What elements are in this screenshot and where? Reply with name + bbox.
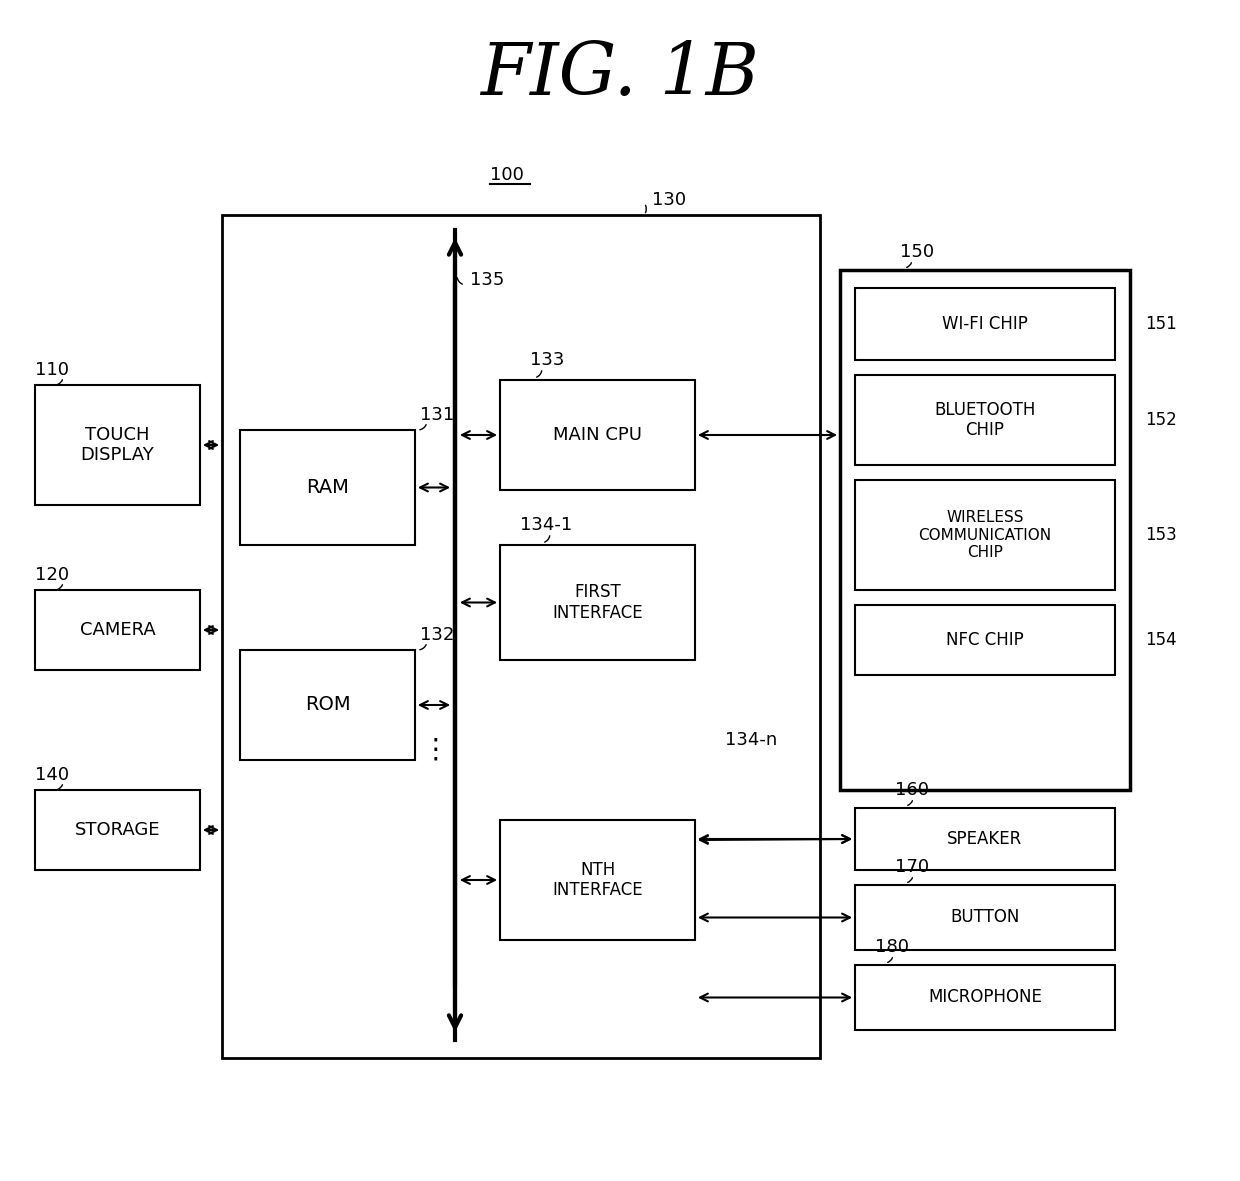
Text: SPEAKER: SPEAKER — [947, 830, 1023, 848]
Text: RAM: RAM — [306, 478, 348, 497]
Text: 134-n: 134-n — [725, 731, 777, 749]
Text: FIRST
INTERFACE: FIRST INTERFACE — [552, 583, 642, 622]
Bar — [35, 790, 200, 870]
Text: 153: 153 — [1145, 526, 1177, 544]
Text: TOUCH
DISPLAY: TOUCH DISPLAY — [81, 425, 154, 464]
Text: CAMERA: CAMERA — [79, 621, 155, 639]
Text: 160: 160 — [895, 781, 929, 800]
Text: 132: 132 — [420, 626, 454, 644]
Text: 154: 154 — [1145, 631, 1177, 650]
Text: MICROPHONE: MICROPHONE — [928, 988, 1042, 1006]
Text: 150: 150 — [900, 243, 934, 261]
Bar — [241, 650, 415, 761]
Bar — [35, 385, 200, 505]
Text: 100: 100 — [490, 167, 523, 184]
Bar — [222, 215, 820, 1058]
Bar — [856, 479, 1115, 590]
Text: 120: 120 — [35, 566, 69, 583]
Text: 134-1: 134-1 — [520, 516, 572, 534]
Text: 110: 110 — [35, 361, 69, 379]
Text: 180: 180 — [875, 938, 909, 955]
Text: FIG. 1B: FIG. 1B — [481, 40, 759, 110]
Bar — [856, 885, 1115, 950]
Text: NTH
INTERFACE: NTH INTERFACE — [552, 861, 642, 900]
Text: MAIN CPU: MAIN CPU — [553, 426, 642, 444]
Text: WIRELESS
COMMUNICATION
CHIP: WIRELESS COMMUNICATION CHIP — [919, 510, 1052, 560]
Bar — [241, 430, 415, 544]
Bar — [35, 590, 200, 670]
Text: 170: 170 — [895, 859, 929, 876]
Bar — [500, 820, 694, 940]
Bar — [856, 376, 1115, 465]
Text: NFC CHIP: NFC CHIP — [946, 631, 1024, 650]
Bar — [856, 808, 1115, 870]
Text: 130: 130 — [652, 191, 686, 209]
Text: 140: 140 — [35, 766, 69, 784]
Text: BLUETOOTH
CHIP: BLUETOOTH CHIP — [934, 400, 1035, 439]
Text: 135: 135 — [470, 270, 505, 289]
Text: 133: 133 — [529, 351, 564, 368]
Text: 151: 151 — [1145, 315, 1177, 333]
Bar — [500, 380, 694, 490]
Bar — [856, 288, 1115, 360]
Bar — [839, 270, 1130, 790]
Bar — [856, 605, 1115, 676]
Text: ⋮: ⋮ — [422, 736, 449, 764]
Bar — [856, 965, 1115, 1030]
Text: 152: 152 — [1145, 411, 1177, 429]
Text: STORAGE: STORAGE — [74, 821, 160, 839]
Text: 131: 131 — [420, 406, 454, 424]
Text: WI-FI CHIP: WI-FI CHIP — [942, 315, 1028, 333]
Text: BUTTON: BUTTON — [950, 908, 1019, 927]
Bar — [500, 544, 694, 660]
Text: ROM: ROM — [305, 696, 351, 715]
